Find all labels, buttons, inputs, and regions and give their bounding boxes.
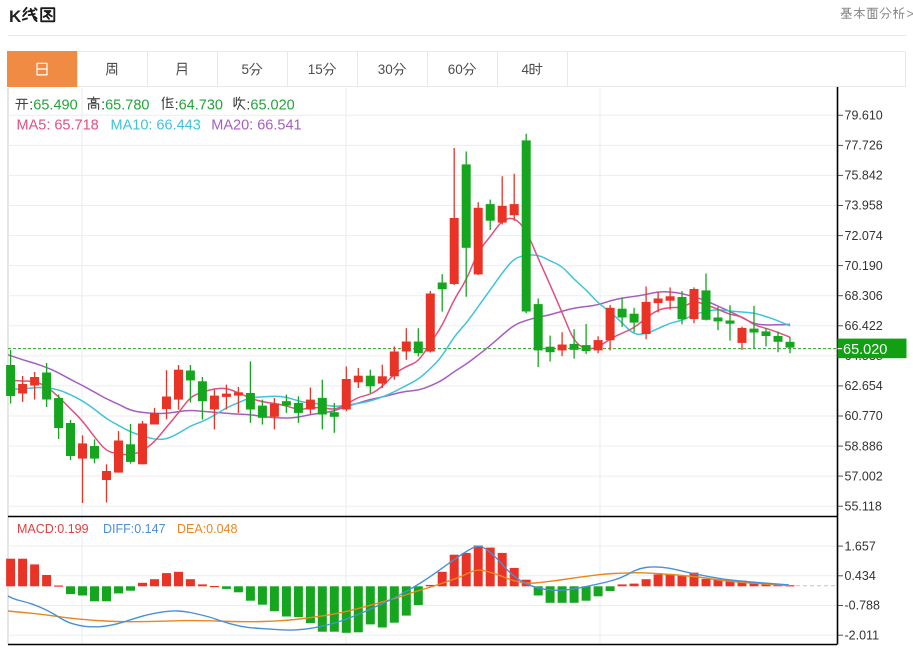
svg-text:64.730: 64.730 xyxy=(179,98,223,114)
svg-text:5: 5 xyxy=(242,62,250,77)
svg-text:DIFF:0.147: DIFF:0.147 xyxy=(103,522,166,536)
svg-text:57.002: 57.002 xyxy=(845,469,883,483)
svg-text::: : xyxy=(246,98,250,114)
svg-text:65.490: 65.490 xyxy=(33,98,77,114)
svg-text:-0.788: -0.788 xyxy=(845,599,880,613)
svg-text:DEA:0.048: DEA:0.048 xyxy=(177,522,238,536)
svg-text:60: 60 xyxy=(448,62,463,77)
svg-text:K: K xyxy=(9,7,22,26)
svg-text:15: 15 xyxy=(308,62,323,77)
svg-text:>: > xyxy=(907,7,913,21)
svg-text:73.958: 73.958 xyxy=(845,199,883,213)
svg-text:72.074: 72.074 xyxy=(845,229,883,243)
svg-text:60.770: 60.770 xyxy=(845,409,883,423)
svg-text:75.842: 75.842 xyxy=(845,169,883,183)
svg-text:62.654: 62.654 xyxy=(845,379,883,393)
svg-text:70.190: 70.190 xyxy=(845,259,883,273)
svg-text:-2.011: -2.011 xyxy=(845,628,880,642)
svg-text:MACD:0.199: MACD:0.199 xyxy=(17,522,89,536)
svg-text:0.434: 0.434 xyxy=(845,569,876,583)
svg-text:66.422: 66.422 xyxy=(845,319,883,333)
svg-text:4: 4 xyxy=(522,62,530,77)
svg-text:65.020: 65.020 xyxy=(843,342,887,358)
svg-text:65.020: 65.020 xyxy=(250,98,294,114)
svg-text:77.726: 77.726 xyxy=(845,139,883,153)
svg-text:79.610: 79.610 xyxy=(845,109,883,123)
svg-text::: : xyxy=(175,98,179,114)
svg-text::: : xyxy=(29,98,33,114)
svg-text:68.306: 68.306 xyxy=(845,289,883,303)
svg-text:58.886: 58.886 xyxy=(845,439,883,453)
svg-text:65.780: 65.780 xyxy=(105,98,149,114)
svg-text:30: 30 xyxy=(378,62,393,77)
svg-text:MA10: 66.443: MA10: 66.443 xyxy=(111,118,201,134)
svg-text:55.118: 55.118 xyxy=(845,499,882,513)
svg-text::: : xyxy=(101,98,105,114)
svg-text:1.657: 1.657 xyxy=(845,539,876,553)
svg-text:MA5: 65.718: MA5: 65.718 xyxy=(17,118,99,134)
svg-text:MA20: 66.541: MA20: 66.541 xyxy=(211,118,301,134)
